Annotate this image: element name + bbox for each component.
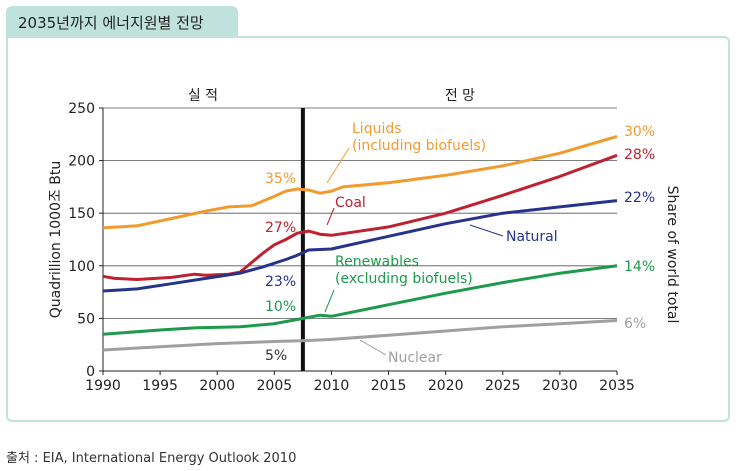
share-2035-natural-gas: 22% [624, 190, 655, 206]
series-name-nuclear: Nuclear [388, 350, 442, 366]
chart-title: 2035년까지 에너지원별 전망 [18, 14, 204, 32]
leader-line-liquids [326, 147, 350, 184]
share-2007-coal: 27% [265, 220, 296, 236]
share-2035-liquids: 30% [624, 124, 655, 140]
share-2007-renewables: 10% [265, 299, 296, 315]
leader-line-renewables [324, 289, 335, 313]
title-tab: 2035년까지 에너지원별 전망 [6, 6, 238, 36]
series-line-nuclear [102, 319, 618, 352]
x-tick-label: 2010 [314, 378, 350, 394]
series-name-coal: Coal [335, 195, 366, 211]
series-line-coal [102, 153, 618, 281]
x-tick-label: 2020 [428, 378, 464, 394]
projection-label: 전 망 [445, 88, 475, 104]
x-tick-label: 1990 [85, 378, 121, 394]
chart-frame [6, 36, 730, 422]
series-name-natural-gas: Natural [506, 229, 558, 245]
share-2035-nuclear: 6% [624, 316, 646, 332]
share-2007-natural-gas: 23% [265, 274, 296, 290]
series-labels: Liquids (including biofuels) Coal Natural Re… [265, 121, 655, 366]
leader-line-coal [326, 207, 335, 226]
x-tick-label: 2000 [199, 378, 235, 394]
share-2007-liquids: 35% [265, 171, 296, 187]
series-name-liquids: Liquids (including biofuels) [352, 121, 486, 154]
y-tick-label: 0 [86, 364, 95, 380]
y-tick-label: 150 [68, 206, 95, 222]
series-line-liquids [102, 134, 618, 230]
share-2035-renewables: 14% [624, 259, 655, 275]
tick-labels: 0 50 100 150 200 250 1990 1995 2000 2005 2010 2015 2… [48, 88, 680, 394]
series-line-renewables [102, 264, 618, 336]
y-tick-label: 250 [68, 101, 95, 117]
y-tick-label: 100 [68, 259, 95, 275]
share-2035-coal: 28% [624, 147, 655, 163]
axes [102, 108, 617, 372]
x-tick-label: 1995 [142, 378, 178, 394]
x-tick-label: 2030 [542, 378, 578, 394]
series-lines [102, 134, 618, 352]
share-2007-nuclear: 5% [265, 348, 287, 364]
series-name-renewables: Renewables (excluding biofuels) [335, 254, 473, 287]
y-axis-title: Quadrillion 1000조 Btu [48, 161, 64, 319]
x-tick-label: 2035 [599, 378, 635, 394]
y-tick-label: 50 [77, 311, 95, 327]
leader-line-nuclear [359, 339, 387, 356]
y2-axis-title: Share of world total [664, 186, 680, 324]
series-line-natural-gas [102, 199, 618, 293]
y-tick-label: 200 [68, 154, 95, 170]
leader-line-natural-gas [469, 224, 504, 237]
history-label: 실 적 [188, 88, 218, 104]
x-tick-label: 2025 [485, 378, 521, 394]
x-tick-label: 2015 [371, 378, 407, 394]
source-note: 출처 : EIA, International Energy Outlook 2… [6, 451, 297, 466]
x-tick-label: 2005 [257, 378, 293, 394]
